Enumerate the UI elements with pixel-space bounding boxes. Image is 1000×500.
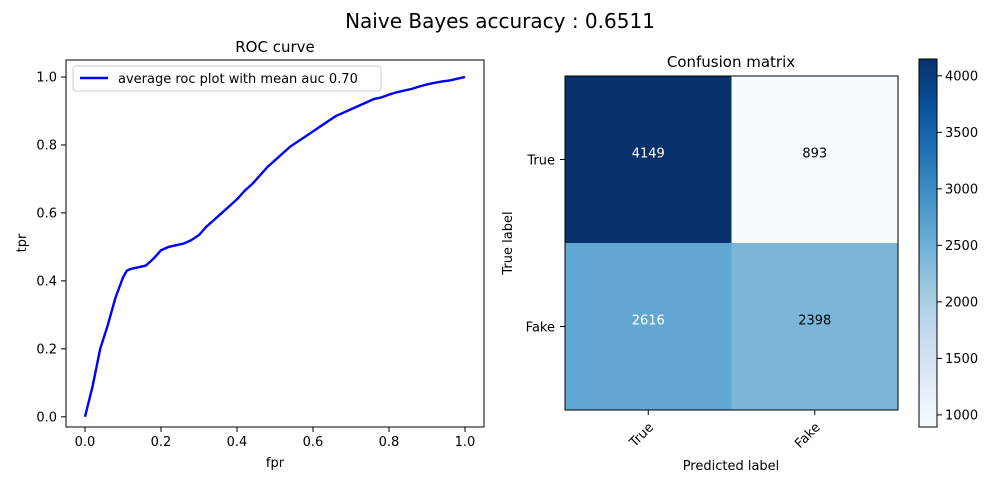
colorbar-tick-label: 3000 xyxy=(945,182,978,197)
roc-y-tick-label: 0.0 xyxy=(36,410,57,425)
roc-y-label: tpr xyxy=(15,233,30,252)
roc-x-label: fpr xyxy=(266,456,285,471)
roc-legend: average roc plot with mean auc 0.70 xyxy=(72,65,382,92)
colorbar-tick-label: 2000 xyxy=(945,295,978,310)
roc-x-axis: 0.0 0.2 0.4 0.6 0.8 1.0 xyxy=(75,427,476,450)
cm-x-label: Predicted label xyxy=(683,459,780,474)
roc-y-tick-label: 1.0 xyxy=(36,70,57,85)
roc-legend-label: average roc plot with mean auc 0.70 xyxy=(118,72,358,87)
roc-chart: ROC curve 0.0 0.2 0.4 0.6 0.8 1.0 0.00.20.40.… xyxy=(15,38,485,471)
cm-cell xyxy=(731,76,899,244)
roc-x-tick-label: 1.0 xyxy=(455,435,476,450)
cm-cell-value: 2616 xyxy=(632,314,665,329)
cm-cell-value: 2398 xyxy=(798,314,831,329)
cm-cell xyxy=(565,76,732,244)
cm-cell xyxy=(731,243,899,411)
cm-y-tick-label: True xyxy=(526,154,555,169)
roc-y-axis: 0.0 0.2 0.4 0.6 0.8 1.0 xyxy=(36,70,66,425)
cm-x-tick-label: True xyxy=(626,420,657,451)
roc-x-tick-label: 0.8 xyxy=(379,435,400,450)
cm-y-axis: True Fake xyxy=(526,154,565,336)
roc-x-tick-label: 0.2 xyxy=(151,435,172,450)
cm-cells: 4149 893 2616 2398 xyxy=(565,76,899,411)
cm-cell-value: 4149 xyxy=(632,147,665,162)
colorbar-gradient xyxy=(918,58,938,428)
roc-x-tick-label: 0.6 xyxy=(303,435,324,450)
cm-frame xyxy=(564,75,899,411)
roc-series-line xyxy=(83,75,466,418)
cm-cell xyxy=(565,243,732,411)
cm-y-tick-label: Fake xyxy=(526,321,555,336)
roc-x-tick-label: 0.4 xyxy=(227,435,248,450)
colorbar-tick-label: 3500 xyxy=(945,126,978,141)
roc-y-tick-label: 0.2 xyxy=(36,342,57,357)
roc-y-tick-label: 0.4 xyxy=(36,274,57,289)
cm-x-tick-label: Fake xyxy=(792,420,823,451)
cm-y-label: True label xyxy=(501,211,516,275)
colorbar-tick-label: 1000 xyxy=(945,408,978,423)
colorbar: 1000 1500 2000 2500 3000 3500 4000 xyxy=(918,58,978,428)
colorbar-tick-label: 4000 xyxy=(945,69,978,84)
roc-x-tick-label: 0.0 xyxy=(75,435,96,450)
cm-title: Confusion matrix xyxy=(667,53,795,71)
roc-legend-box xyxy=(72,65,382,92)
cm-x-axis: True Fake xyxy=(626,410,824,452)
roc-y-tick-label: 0.6 xyxy=(36,206,57,221)
colorbar-tick-label: 1500 xyxy=(945,352,978,367)
roc-title: ROC curve xyxy=(235,38,315,56)
figure-suptitle: Naive Bayes accuracy : 0.6511 xyxy=(345,9,655,33)
colorbar-tick-label: 2500 xyxy=(945,239,978,254)
colorbar-axis: 1000 1500 2000 2500 3000 3500 4000 xyxy=(937,69,978,423)
roc-plot-area xyxy=(65,59,485,428)
roc-y-tick-label: 0.8 xyxy=(36,138,57,153)
confusion-matrix-chart: Confusion matrix 4149 893 2616 2398 True Fak… xyxy=(501,53,899,474)
cm-cell-value: 893 xyxy=(802,147,827,162)
